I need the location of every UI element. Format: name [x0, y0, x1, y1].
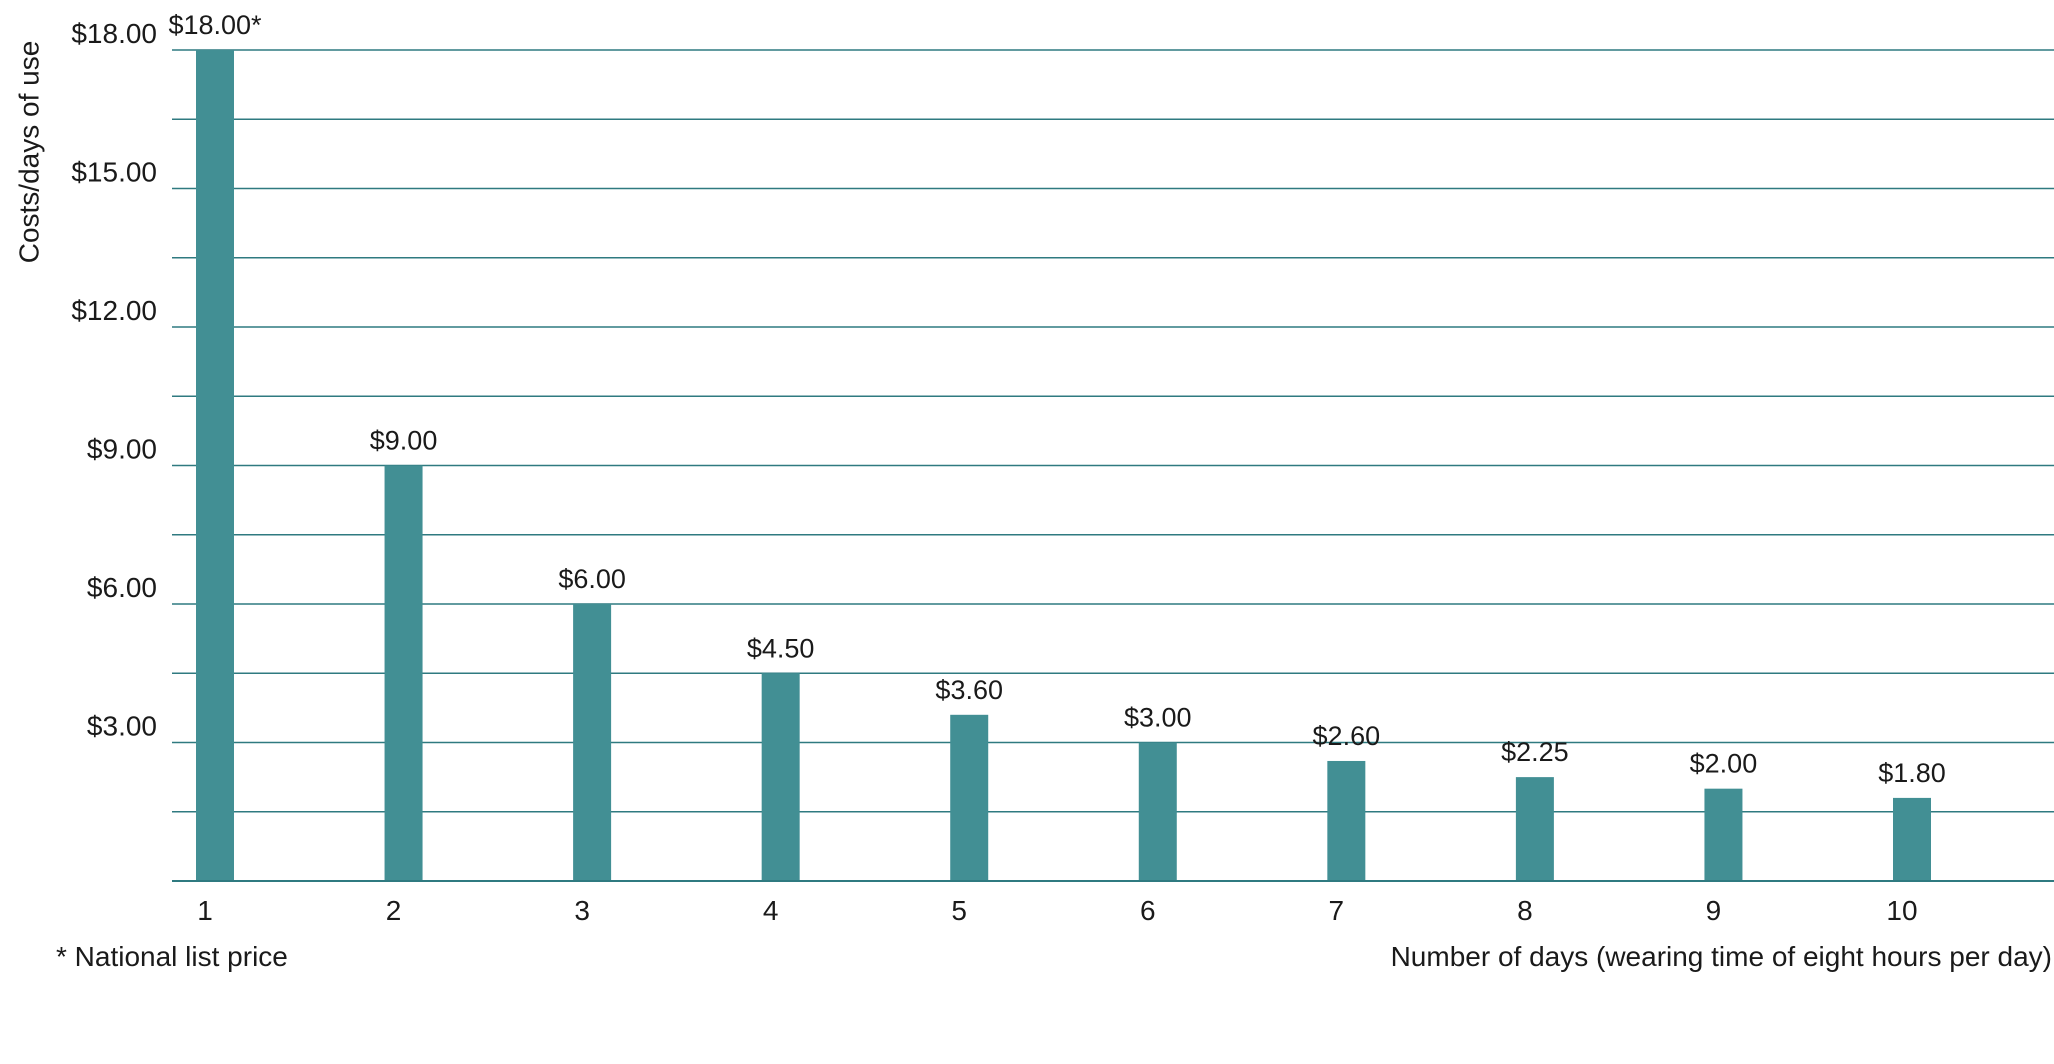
- x-tick-label: 5: [951, 895, 967, 926]
- x-tick-label: 3: [574, 895, 590, 926]
- data-label: $4.50: [747, 633, 815, 663]
- y-tick-label: $18.00: [71, 18, 157, 49]
- bar: [573, 604, 612, 881]
- bar: [1138, 742, 1177, 881]
- data-label: $2.00: [1690, 749, 1758, 779]
- data-label: $6.00: [558, 564, 626, 594]
- x-tick-label: 10: [1886, 895, 1917, 926]
- x-axis-ticks: 1 2 3 4 5 6 7 8 9 10: [197, 895, 1917, 926]
- x-tick-label: 1: [197, 895, 213, 926]
- footnote: * National list price: [56, 941, 288, 972]
- y-tick-label: $9.00: [87, 434, 157, 465]
- bar: [384, 465, 423, 881]
- y-axis-ticks: $3.00 $6.00 $9.00 $12.00 $15.00 $18.00: [71, 18, 157, 742]
- bar: [196, 50, 234, 881]
- x-tick-label: 2: [386, 895, 402, 926]
- bar: [761, 673, 800, 881]
- x-tick-label: 6: [1140, 895, 1156, 926]
- data-label: $2.60: [1313, 721, 1381, 751]
- bar: [950, 714, 989, 881]
- bar: [1327, 760, 1366, 881]
- data-label: $3.00: [1124, 703, 1192, 733]
- x-tick-label: 8: [1517, 895, 1533, 926]
- bars: [196, 50, 1931, 881]
- x-tick-label: 4: [763, 895, 779, 926]
- data-label: $3.60: [935, 675, 1003, 705]
- y-tick-label: $3.00: [87, 711, 157, 742]
- data-labels: $18.00* $9.00 $6.00 $4.50 $3.60 $3.00 $2.60 $2.…: [168, 10, 1945, 788]
- bar: [1704, 788, 1743, 881]
- data-label: $2.25: [1501, 737, 1569, 767]
- y-tick-label: $6.00: [87, 572, 157, 603]
- bar: [1893, 797, 1931, 881]
- y-tick-label: $15.00: [71, 157, 157, 188]
- data-label: $9.00: [370, 426, 438, 456]
- x-axis-title: Number of days (wearing time of eight ho…: [1391, 941, 2052, 972]
- y-axis-title: Costs/days of use: [13, 41, 44, 264]
- gridlines: [172, 49, 2054, 813]
- data-label: $18.00*: [168, 10, 262, 40]
- x-tick-label: 9: [1706, 895, 1722, 926]
- y-tick-label: $12.00: [71, 295, 157, 326]
- bar: [1515, 777, 1554, 881]
- x-tick-label: 7: [1329, 895, 1345, 926]
- data-label: $1.80: [1878, 758, 1946, 788]
